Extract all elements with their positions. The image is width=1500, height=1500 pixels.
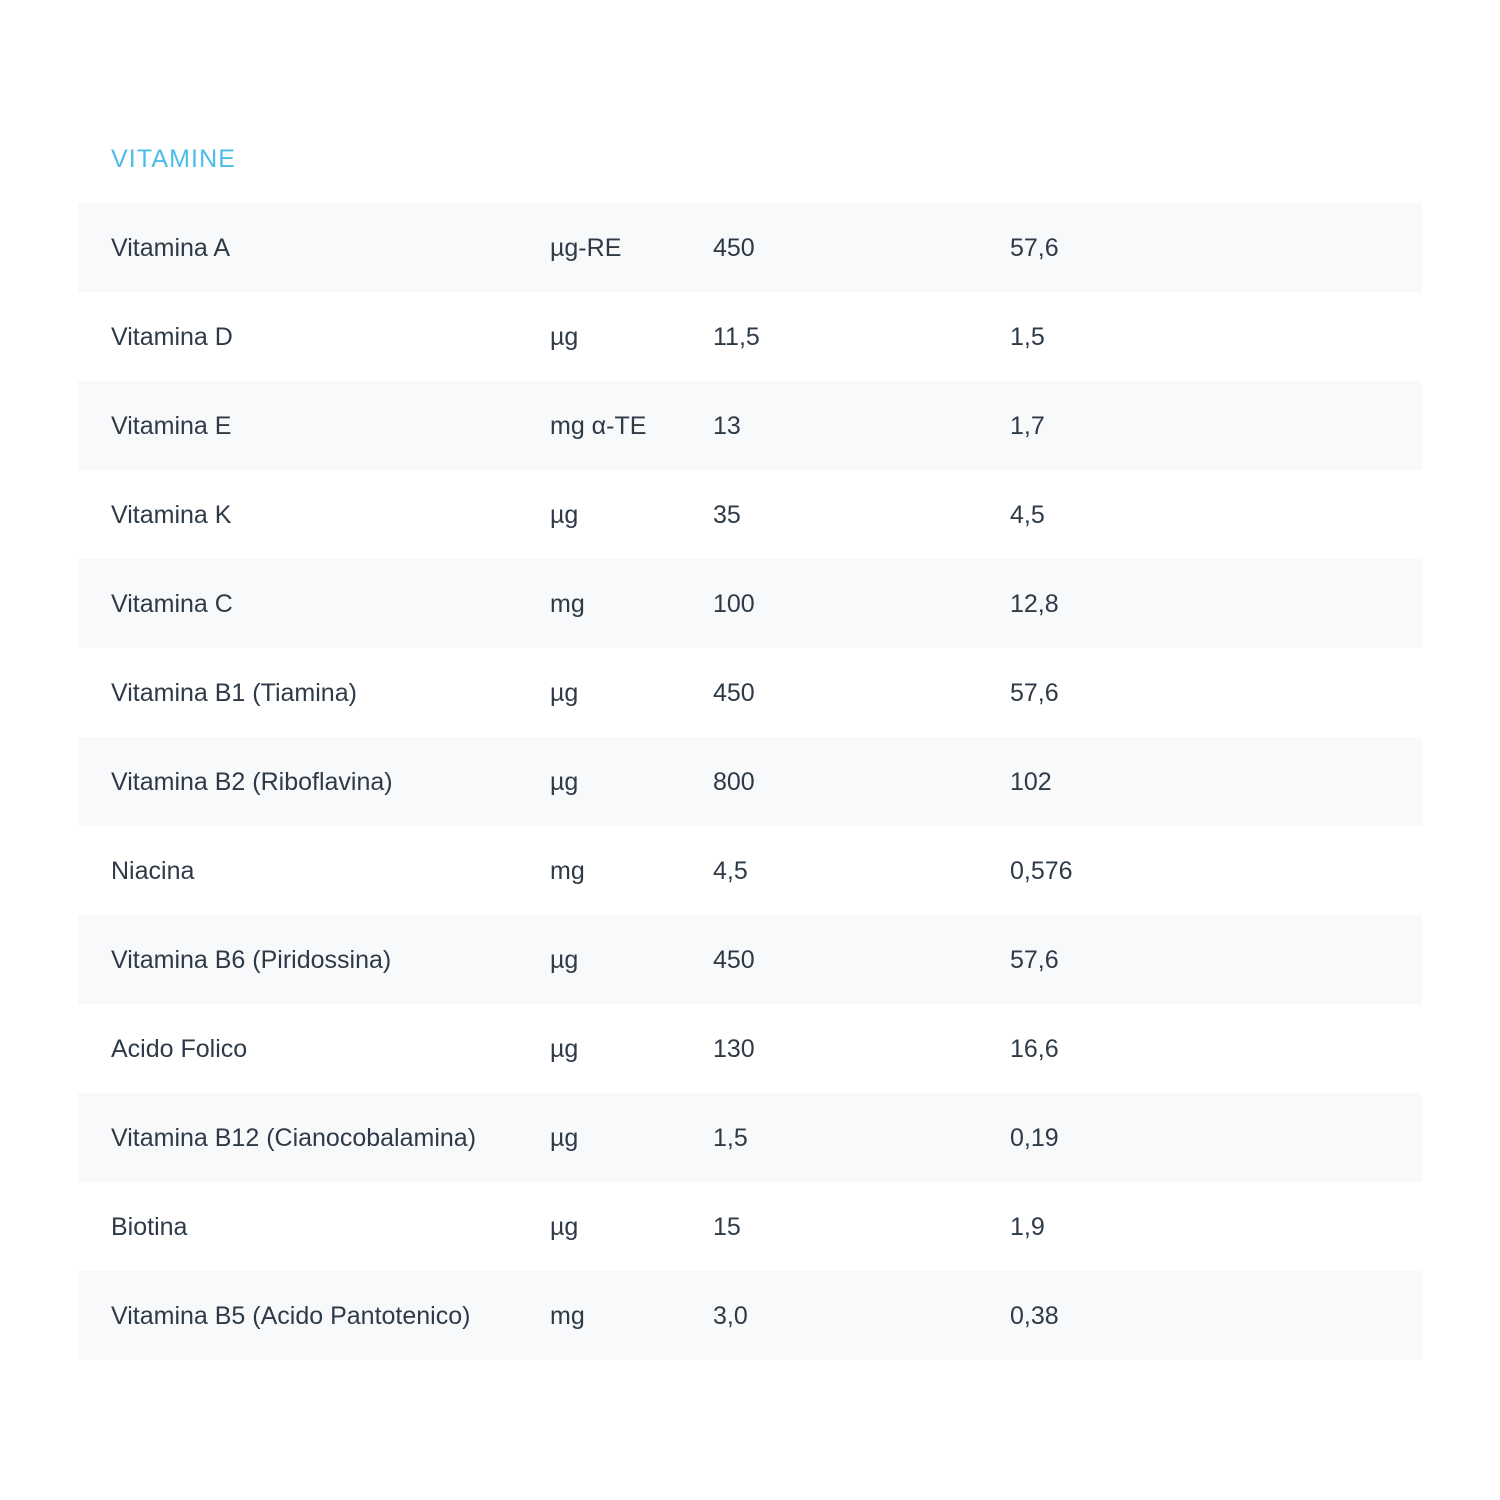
- nutrient-name-cell: Vitamina B12 (Cianocobalamina): [111, 1123, 477, 1152]
- table-row: Vitamina C mg 100 12,8: [78, 559, 1422, 648]
- nutrient-unit-cell: µg: [550, 322, 579, 351]
- table-row: Vitamina B6 (Piridossina) µg 450 57,6: [78, 915, 1422, 1004]
- nutrient-value-secondary-cell: 0,19: [1010, 1123, 1059, 1152]
- table-row: Vitamina B5 (Acido Pantotenico) mg 3,0 0,38: [78, 1271, 1422, 1360]
- table-row: Vitamina A µg-RE 450 57,6: [78, 203, 1422, 292]
- nutrient-value-secondary-cell: 1,7: [1010, 411, 1045, 440]
- nutrient-unit-cell: mg: [550, 856, 585, 885]
- nutrient-value-secondary-cell: 1,5: [1010, 322, 1045, 351]
- nutrient-name-cell: Vitamina E: [111, 411, 232, 440]
- nutrient-name-cell: Acido Folico: [111, 1034, 248, 1063]
- table-row: Vitamina B2 (Riboflavina) µg 800 102: [78, 737, 1422, 826]
- nutrient-name-cell: Vitamina A: [111, 233, 231, 262]
- nutrient-unit-cell: mg α-TE: [550, 411, 647, 440]
- nutrient-value-secondary-cell: 57,6: [1010, 233, 1059, 262]
- nutrient-name-cell: Vitamina B5 (Acido Pantotenico): [111, 1301, 471, 1330]
- nutrient-value-secondary-cell: 16,6: [1010, 1034, 1059, 1063]
- vitamins-table-body: Vitamina A µg-RE 450 57,6 Vitamina D µg 11,5 1,…: [78, 203, 1422, 1360]
- nutrient-unit-cell: µg: [550, 678, 579, 707]
- nutrient-value-primary-cell: 3,0: [713, 1301, 748, 1330]
- nutrient-unit-cell: µg: [550, 500, 579, 529]
- nutrient-value-primary-cell: 130: [713, 1034, 755, 1063]
- nutrient-value-secondary-cell: 1,9: [1010, 1212, 1045, 1241]
- nutrient-value-primary-cell: 11,5: [713, 322, 760, 351]
- table-row: Vitamina B1 (Tiamina) µg 450 57,6: [78, 648, 1422, 737]
- nutrient-unit-cell: µg: [550, 767, 579, 796]
- nutrient-name-cell: Vitamina B2 (Riboflavina): [111, 767, 393, 796]
- nutrient-value-secondary-cell: 57,6: [1010, 945, 1059, 974]
- nutrient-value-primary-cell: 450: [713, 233, 755, 262]
- nutrient-value-primary-cell: 450: [713, 945, 755, 974]
- vitamins-table: Vitamina A µg-RE 450 57,6 Vitamina D µg 11,5 1,…: [78, 203, 1422, 1360]
- nutrient-value-secondary-cell: 102: [1010, 767, 1052, 796]
- nutrient-name-cell: Biotina: [111, 1212, 188, 1241]
- table-row: Acido Folico µg 130 16,6: [78, 1004, 1422, 1093]
- table-row: Vitamina D µg 11,5 1,5: [78, 292, 1422, 381]
- nutrient-name-cell: Niacina: [111, 856, 195, 885]
- table-row: Niacina mg 4,5 0,576: [78, 826, 1422, 915]
- table-row: Vitamina B12 (Cianocobalamina) µg 1,5 0,19: [78, 1093, 1422, 1182]
- nutrient-value-primary-cell: 13: [713, 411, 741, 440]
- table-row: Vitamina K µg 35 4,5: [78, 470, 1422, 559]
- nutrient-value-secondary-cell: 57,6: [1010, 678, 1059, 707]
- nutrient-value-primary-cell: 1,5: [713, 1123, 748, 1152]
- nutrient-unit-cell: mg: [550, 1301, 585, 1330]
- nutrient-value-primary-cell: 450: [713, 678, 755, 707]
- nutrient-value-secondary-cell: 0,576: [1010, 856, 1073, 885]
- nutrient-name-cell: Vitamina B1 (Tiamina): [111, 678, 357, 707]
- nutrient-value-secondary-cell: 4,5: [1010, 500, 1045, 529]
- nutrient-name-cell: Vitamina B6 (Piridossina): [111, 945, 392, 974]
- nutrient-unit-cell: µg: [550, 945, 579, 974]
- nutrient-unit-cell: µg: [550, 1212, 579, 1241]
- table-row: Vitamina E mg α-TE 13 1,7: [78, 381, 1422, 470]
- nutrient-value-primary-cell: 35: [713, 500, 741, 529]
- table-row: Biotina µg 15 1,9: [78, 1182, 1422, 1271]
- nutrient-name-cell: Vitamina C: [111, 589, 233, 618]
- section-title-vitamine: VITAMINE: [111, 145, 237, 173]
- nutrient-name-cell: Vitamina D: [111, 322, 233, 351]
- nutrient-value-primary-cell: 4,5: [713, 856, 748, 885]
- nutrient-value-primary-cell: 100: [713, 589, 755, 618]
- nutrient-unit-cell: µg-RE: [550, 233, 622, 262]
- nutrient-name-cell: Vitamina K: [111, 500, 232, 529]
- nutrient-value-primary-cell: 15: [713, 1212, 741, 1241]
- nutrient-value-secondary-cell: 12,8: [1010, 589, 1059, 618]
- nutrient-unit-cell: µg: [550, 1123, 579, 1152]
- nutrient-value-secondary-cell: 0,38: [1010, 1301, 1059, 1330]
- nutrient-unit-cell: mg: [550, 589, 585, 618]
- nutrient-value-primary-cell: 800: [713, 767, 755, 796]
- nutrient-unit-cell: µg: [550, 1034, 579, 1063]
